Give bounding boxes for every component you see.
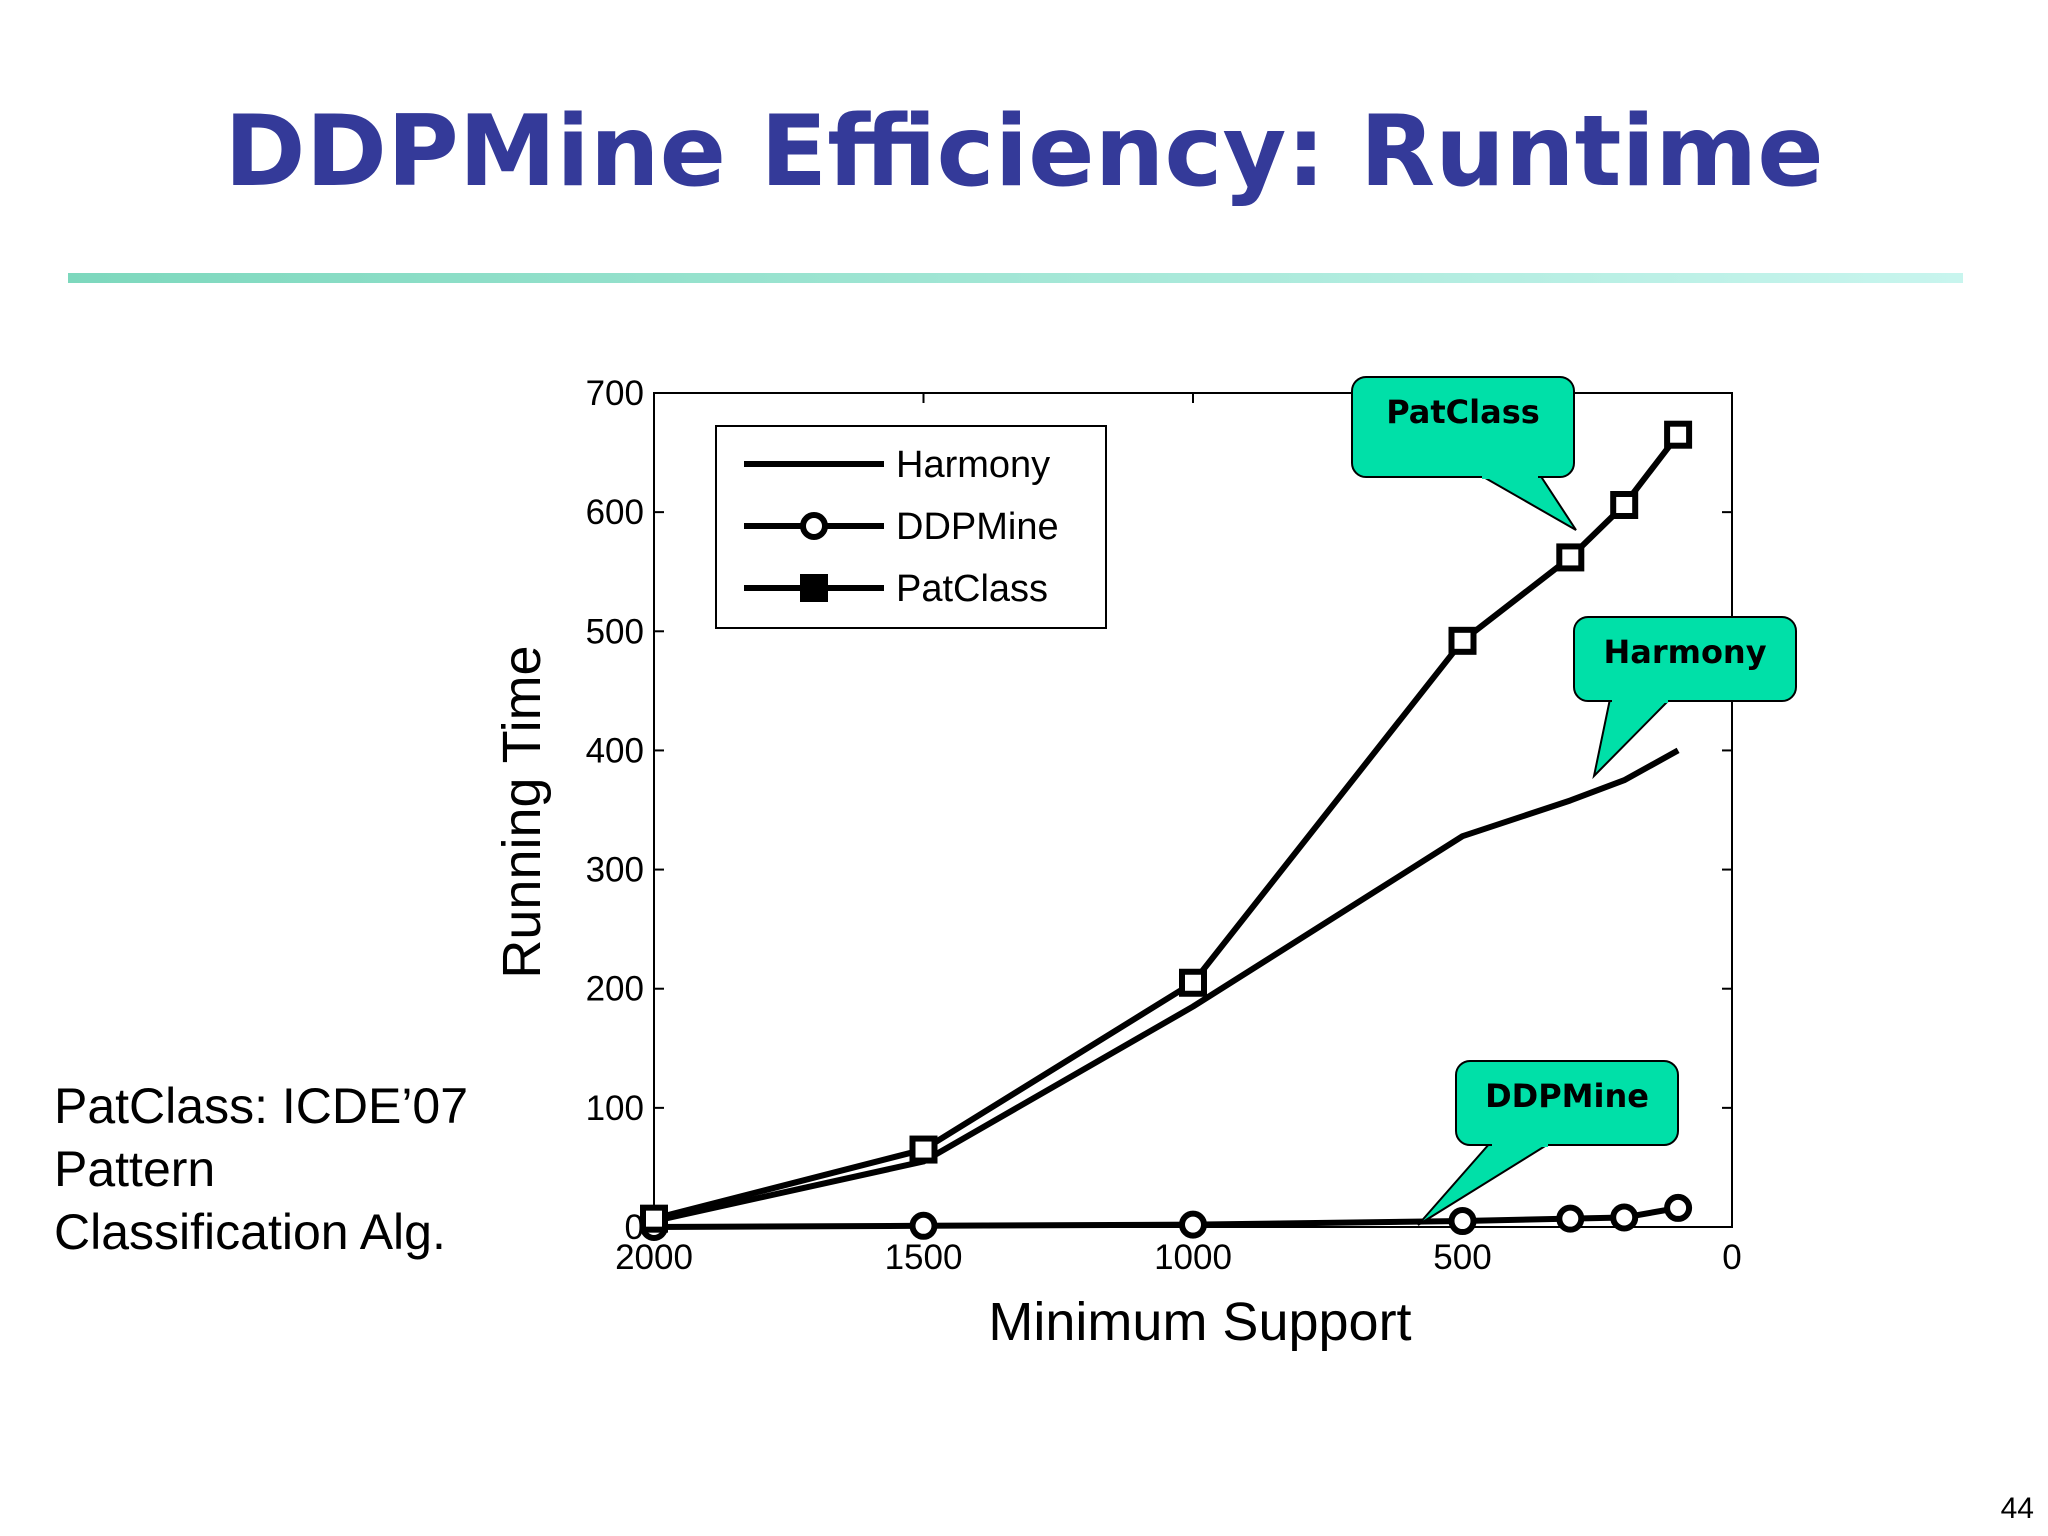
patclass-point (1610, 490, 1639, 519)
patclass-callout-label: PatClass (1386, 393, 1540, 431)
page-number: 44 (2000, 1492, 2034, 1525)
legend-patclass-marker (800, 574, 828, 602)
legend-ddpmine-label: DDPMine (896, 506, 1059, 548)
ddpmine-callout-label: DDPMine (1485, 1077, 1649, 1115)
title-divider (68, 273, 1963, 283)
patclass-callout-pointer (1476, 474, 1577, 531)
ddpmine-callout (1455, 1060, 1679, 1146)
y-tick-label: 100 (586, 1089, 644, 1128)
harmony-callout (1573, 616, 1797, 702)
patclass-point (1556, 543, 1585, 572)
ddpmine-point (1664, 1193, 1693, 1222)
legend-ddpmine-marker (800, 512, 828, 540)
ddpmine-point (1448, 1207, 1477, 1236)
side-note-line: Pattern (54, 1141, 216, 1197)
ddpmine-series-line (653, 1204, 1679, 1230)
side-note: PatClass: ICDE’07 Pattern Classification… (54, 1075, 468, 1264)
patclass-point (640, 1204, 668, 1233)
y-tick-label: 400 (586, 731, 644, 770)
ddpmine-point (1556, 1204, 1585, 1233)
y-axis-title: Running Time (492, 645, 552, 978)
patclass-point (1664, 420, 1693, 449)
side-note-line: Classification Alg. (54, 1204, 446, 1260)
legend-harmony-label: Harmony (896, 444, 1050, 486)
x-tick-label: 2000 (615, 1238, 693, 1277)
x-axis-title: Minimum Support (988, 1292, 1411, 1352)
x-tick-label: 500 (1433, 1238, 1491, 1277)
ddpmine-point (1610, 1203, 1639, 1232)
y-tick-label: 200 (586, 970, 644, 1009)
y-tick-label: 300 (586, 851, 644, 890)
x-tick-label: 0 (1722, 1238, 1741, 1277)
patclass-point (1448, 626, 1477, 655)
patclass-callout (1351, 376, 1575, 478)
patclass-point (1179, 968, 1207, 997)
ddpmine-point (909, 1211, 938, 1240)
slide-title: DDPMine Efficiency: Runtime (224, 95, 1824, 209)
ddpmine-point (1179, 1210, 1207, 1239)
side-note-line: PatClass: ICDE’07 (54, 1078, 469, 1134)
y-tick-label: 600 (586, 493, 644, 532)
y-tick-label: 500 (586, 612, 644, 651)
x-tick-label: 1500 (885, 1238, 963, 1277)
patclass-point (909, 1135, 938, 1164)
ddpmine-callout-pointer (1417, 1142, 1554, 1226)
y-tick-label: 700 (586, 374, 644, 413)
legend-patclass-label: PatClass (896, 568, 1048, 610)
y-tick-label: 0 (625, 1208, 644, 1247)
harmony-callout-label: Harmony (1603, 633, 1766, 671)
x-tick-label: 1000 (1154, 1238, 1232, 1277)
